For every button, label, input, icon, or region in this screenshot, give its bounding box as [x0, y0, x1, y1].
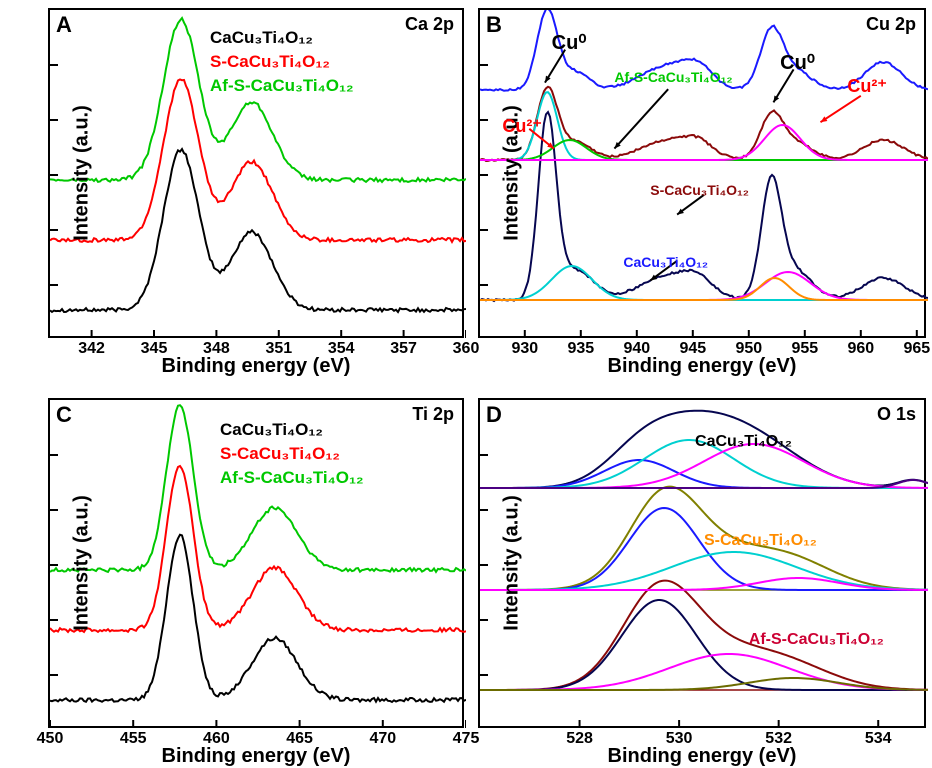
xtick: 965	[903, 340, 930, 358]
panel-c-xlabel: Binding energy (eV)	[50, 745, 462, 768]
legend-item: S-CaCu₃Ti₄O₁₂	[220, 444, 340, 464]
xtick: 354	[328, 340, 355, 358]
panel-b-xlabel: Binding energy (eV)	[480, 355, 924, 378]
xtick: 530	[666, 730, 693, 748]
figure-root: Intensity (a.u.) Binding energy (eV) A C…	[0, 0, 932, 762]
annotation: Cu⁰	[552, 30, 587, 55]
panel-d-xlabel: Binding energy (eV)	[480, 745, 924, 768]
xtick: 357	[390, 340, 417, 358]
panel-b-chart	[480, 10, 928, 340]
panel-a: Intensity (a.u.) Binding energy (eV) A C…	[48, 8, 464, 338]
xtick: 342	[78, 340, 105, 358]
panel-a-title: Ca 2p	[405, 14, 454, 35]
xtick: 360	[453, 340, 480, 358]
xtick: 465	[286, 730, 313, 748]
xtick: 950	[735, 340, 762, 358]
annotation: CaCu₃Ti₄O₁₂	[623, 254, 708, 270]
annotation: S-CaCu₃Ti₄O₁₂	[650, 182, 749, 198]
xtick: 945	[679, 340, 706, 358]
xtick: 935	[567, 340, 594, 358]
xtick: 450	[37, 730, 64, 748]
xtick: 351	[265, 340, 292, 358]
legend-item: Af-S-CaCu₃Ti₄O₁₂	[210, 76, 354, 96]
panel-b-letter: B	[486, 12, 502, 38]
xtick: 348	[203, 340, 230, 358]
panel-a-ylabel: Intensity (a.u.)	[70, 105, 93, 241]
xtick: 960	[847, 340, 874, 358]
xtick: 930	[511, 340, 538, 358]
panel-c-letter: C	[56, 402, 72, 428]
xtick: 460	[203, 730, 230, 748]
annotation: Af-S-CaCu₃Ti₄O₁₂	[614, 69, 732, 85]
panel-b: Intensity (a.u.) Binding energy (eV) B C…	[478, 8, 926, 338]
annotation: S-CaCu₃Ti₄O₁₂	[704, 532, 817, 550]
xtick: 470	[369, 730, 396, 748]
xtick: 534	[865, 730, 892, 748]
xtick: 940	[623, 340, 650, 358]
annotation: Cu²⁺	[847, 76, 887, 97]
legend-item: S-CaCu₃Ti₄O₁₂	[210, 52, 330, 72]
panel-a-letter: A	[56, 12, 72, 38]
panel-d-letter: D	[486, 402, 502, 428]
panel-c: Intensity (a.u.) Binding energy (eV) C T…	[48, 398, 464, 728]
annotation: Af-S-CaCu₃Ti₄O₁₂	[749, 631, 884, 649]
panel-d: Intensity (a.u.) Binding energy (eV) D O…	[478, 398, 926, 728]
panel-c-title: Ti 2p	[412, 404, 454, 425]
annotation: CaCu₃Ti₄O₁₂	[695, 433, 792, 451]
panel-a-xlabel: Binding energy (eV)	[50, 355, 462, 378]
xtick: 532	[765, 730, 792, 748]
legend-item: CaCu₃Ti₄O₁₂	[210, 28, 313, 48]
xtick: 475	[453, 730, 480, 748]
annotation: Cu²⁺	[502, 116, 542, 137]
annotation: Cu⁰	[780, 50, 815, 75]
xtick: 345	[141, 340, 168, 358]
panel-c-ylabel: Intensity (a.u.)	[70, 495, 93, 631]
panel-d-title: O 1s	[877, 404, 916, 425]
xtick: 455	[120, 730, 147, 748]
panel-b-title: Cu 2p	[866, 14, 916, 35]
legend-item: CaCu₃Ti₄O₁₂	[220, 420, 323, 440]
panel-d-ylabel: Intensity (a.u.)	[500, 495, 523, 631]
legend-item: Af-S-CaCu₃Ti₄O₁₂	[220, 468, 364, 488]
xtick: 528	[566, 730, 593, 748]
xtick: 955	[791, 340, 818, 358]
